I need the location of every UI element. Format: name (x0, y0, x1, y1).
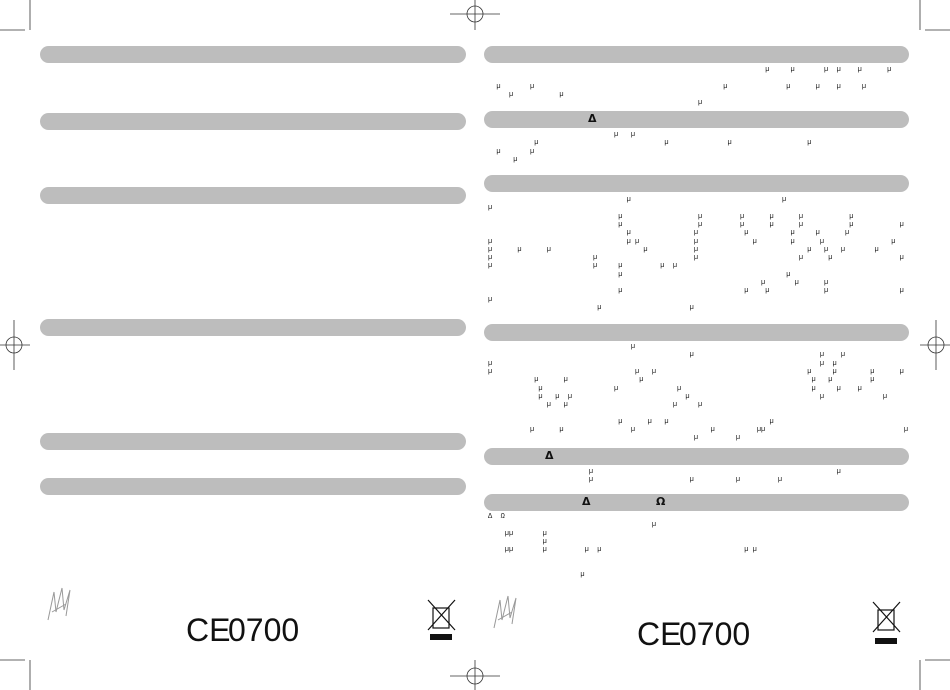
section-bar (40, 187, 466, 204)
text-line: µ µ (488, 196, 787, 204)
section-bar (484, 111, 909, 128)
text-line: µ µ µ µ (488, 476, 783, 485)
text-line: µ µ (488, 434, 741, 443)
text-line: µ µ µ µ (488, 139, 812, 148)
text-line: µ µ µ µ (488, 401, 703, 410)
text-line: µ µ µ µ µ µ (488, 392, 888, 401)
text-line: µ µ µ µ µ µ (488, 384, 862, 393)
text-line: µ µ µ (488, 351, 846, 360)
text-line: µ µ µ µ µ µ µ (488, 367, 904, 376)
text-line: µ µ µ (488, 279, 829, 287)
text-line: µ (488, 571, 585, 580)
text-line: Δ Ω (488, 513, 505, 521)
text-line: µ µ (488, 131, 883, 139)
text-line: µ µ (488, 147, 535, 156)
section-bar (484, 175, 909, 192)
section-bar (40, 319, 466, 336)
text-line: µµ µ µ µ µ µ (488, 546, 757, 555)
text-line: µ µ µ µ µ µ µ µ µ (488, 245, 879, 254)
text-line: µ µ µ µ µ µ µ (488, 220, 904, 229)
text-line: µ µ (488, 270, 791, 279)
section-bar (40, 46, 466, 63)
section-bar (40, 433, 466, 450)
heading-symbol: Δ (545, 449, 554, 462)
text-line: µ (488, 343, 636, 351)
text-line: µ µ µ µ µ µ (488, 66, 892, 74)
ce-mark: CE (637, 616, 682, 652)
text-line: µ µ µ µ µ µ (488, 212, 854, 221)
ce-mark: CE (186, 612, 231, 648)
text-line: µ µ µ µ µ (488, 262, 678, 271)
text-line: µ µ (488, 468, 841, 476)
text-line: µ µ µ µ µ µ µ µ (488, 237, 896, 246)
text-line: µ µ µ µ µµ µ (488, 426, 909, 434)
text-line: µµ µ (488, 529, 547, 538)
section-bar (40, 113, 466, 130)
text-line: µ µ (488, 90, 564, 99)
text-line: µ µ µ µ µ µ (488, 229, 850, 238)
text-line: µ µ µ µ µ µ (488, 376, 875, 385)
text-line: µ µ µ µ µ µ µ (488, 82, 867, 91)
section-bar (484, 494, 909, 511)
text-line: µ (488, 99, 703, 108)
section-bar (484, 46, 909, 63)
text-line: µ (488, 537, 547, 546)
section-bar (484, 324, 909, 341)
heading-symbol: Δ (582, 495, 591, 508)
notified-body: 0700 (228, 612, 300, 648)
heading-symbol: Δ (588, 112, 597, 125)
section-bar (484, 448, 909, 465)
text-line: µ µ µ µ µ µ (488, 254, 904, 263)
text-line: µ (488, 204, 493, 213)
text-line: µ µ µ µ (488, 417, 774, 426)
text-line: µ (488, 155, 518, 164)
notified-body: 0700 (679, 616, 751, 652)
text-line: µ µ µ µ µ (488, 287, 904, 296)
text-line: µ (488, 521, 657, 530)
text-line: µ (488, 295, 493, 304)
section-bar (40, 478, 466, 495)
text-line: µ µ (488, 303, 694, 312)
text-line: µ µ µ (488, 359, 837, 368)
heading-symbol: Ω (656, 495, 666, 508)
